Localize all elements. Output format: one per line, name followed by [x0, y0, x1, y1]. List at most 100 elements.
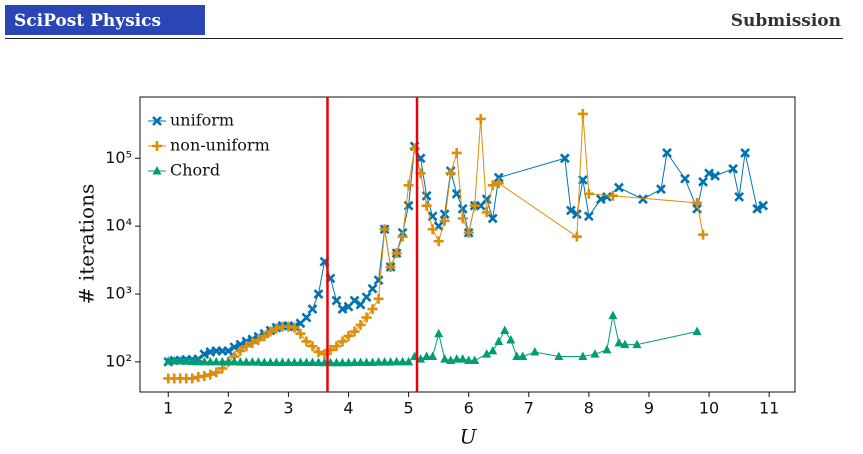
- x-tick-label: 8: [584, 399, 594, 418]
- marker-plus: [289, 322, 300, 333]
- marker-triangle: [169, 356, 179, 365]
- marker-plus: [475, 113, 486, 124]
- marker-plus: [295, 328, 306, 339]
- marker-plus: [391, 248, 402, 259]
- marker-plus: [337, 336, 348, 347]
- marker-plus: [493, 178, 504, 189]
- marker-plus: [692, 197, 703, 208]
- marker-plus: [199, 370, 210, 381]
- marker-x: [565, 205, 576, 216]
- marker-triangle: [494, 336, 504, 345]
- marker-triangle: [229, 356, 239, 366]
- marker-triangle: [452, 354, 462, 363]
- marker-plus: [571, 231, 582, 242]
- marker-x: [571, 209, 582, 220]
- marker-triangle: [235, 357, 245, 366]
- marker-plus: [379, 224, 390, 235]
- marker-triangle: [265, 357, 275, 366]
- marker-x: [662, 147, 672, 158]
- marker-triangle: [152, 166, 162, 175]
- marker-triangle: [217, 356, 227, 366]
- marker-x: [559, 153, 570, 164]
- marker-triangle: [241, 357, 251, 366]
- x-tick-label: 7: [524, 399, 534, 418]
- marker-triangle: [428, 351, 438, 361]
- x-tick-label: 5: [404, 399, 414, 418]
- marker-plus: [271, 323, 282, 334]
- marker-triangle: [590, 349, 600, 358]
- marker-triangle: [283, 357, 293, 366]
- marker-plus: [349, 326, 360, 337]
- x-tick-label: 9: [644, 399, 654, 418]
- marker-triangle: [259, 357, 269, 366]
- journal-name: SciPost Physics: [14, 11, 162, 31]
- marker-triangle: [512, 351, 522, 361]
- x-axis-label: U: [460, 425, 478, 449]
- y-tick-label: 10⁵: [105, 148, 132, 167]
- marker-plus: [361, 312, 372, 323]
- x-tick-label: 1: [163, 399, 173, 418]
- marker-triangle: [506, 335, 516, 344]
- marker-triangle: [614, 337, 624, 347]
- marker-triangle: [175, 356, 185, 365]
- marker-triangle: [338, 357, 348, 367]
- legend-label: Chord: [170, 161, 220, 180]
- marker-plus: [433, 236, 444, 247]
- marker-x: [451, 188, 462, 199]
- marker-plus: [698, 229, 709, 240]
- marker-triangle: [422, 351, 432, 361]
- marker-triangle: [356, 357, 366, 366]
- marker-plus: [385, 262, 396, 273]
- marker-x: [493, 172, 504, 183]
- marker-plus: [259, 331, 270, 342]
- y-tick-label: 10²: [105, 351, 132, 370]
- marker-triangle: [313, 357, 323, 366]
- marker-triangle: [530, 346, 540, 356]
- marker-plus: [247, 337, 258, 348]
- marker-x: [692, 203, 702, 214]
- marker-plus: [265, 326, 276, 337]
- marker-triangle: [578, 351, 588, 361]
- marker-x: [656, 184, 666, 195]
- marker-triangle: [554, 351, 564, 361]
- marker-triangle: [386, 357, 396, 366]
- marker-x: [614, 182, 624, 193]
- marker-triangle: [374, 357, 384, 366]
- marker-plus: [421, 200, 432, 211]
- marker-plus: [583, 188, 594, 199]
- header-rule: [5, 38, 843, 39]
- journal-badge: [5, 5, 205, 35]
- marker-plus: [331, 341, 342, 352]
- marker-triangle: [602, 344, 612, 354]
- marker-triangle: [301, 357, 311, 366]
- marker-plus: [427, 224, 438, 235]
- marker-x: [313, 289, 324, 299]
- marker-x: [301, 312, 312, 323]
- marker-plus: [187, 373, 198, 384]
- legend-label: uniform: [170, 111, 234, 130]
- marker-triangle: [211, 356, 221, 366]
- marker-triangle: [620, 339, 630, 349]
- marker-triangle: [404, 356, 414, 366]
- x-tick-label: 2: [223, 399, 233, 418]
- marker-triangle: [181, 356, 191, 365]
- marker-plus: [241, 341, 252, 352]
- marker-triangle: [295, 357, 305, 366]
- marker-triangle: [350, 357, 360, 366]
- marker-plus: [205, 369, 216, 380]
- marker-plus: [577, 108, 588, 119]
- marker-plus: [367, 304, 378, 315]
- marker-plus: [451, 147, 462, 158]
- marker-x: [361, 292, 372, 303]
- marker-triangle: [247, 357, 257, 366]
- marker-plus: [445, 168, 456, 179]
- marker-x: [710, 170, 720, 181]
- marker-triangle: [199, 356, 209, 366]
- marker-triangle: [289, 357, 299, 366]
- x-tick-label: 10: [699, 399, 719, 418]
- marker-plus: [469, 200, 480, 211]
- marker-x: [331, 295, 342, 306]
- marker-x: [734, 191, 745, 202]
- marker-plus: [439, 215, 450, 226]
